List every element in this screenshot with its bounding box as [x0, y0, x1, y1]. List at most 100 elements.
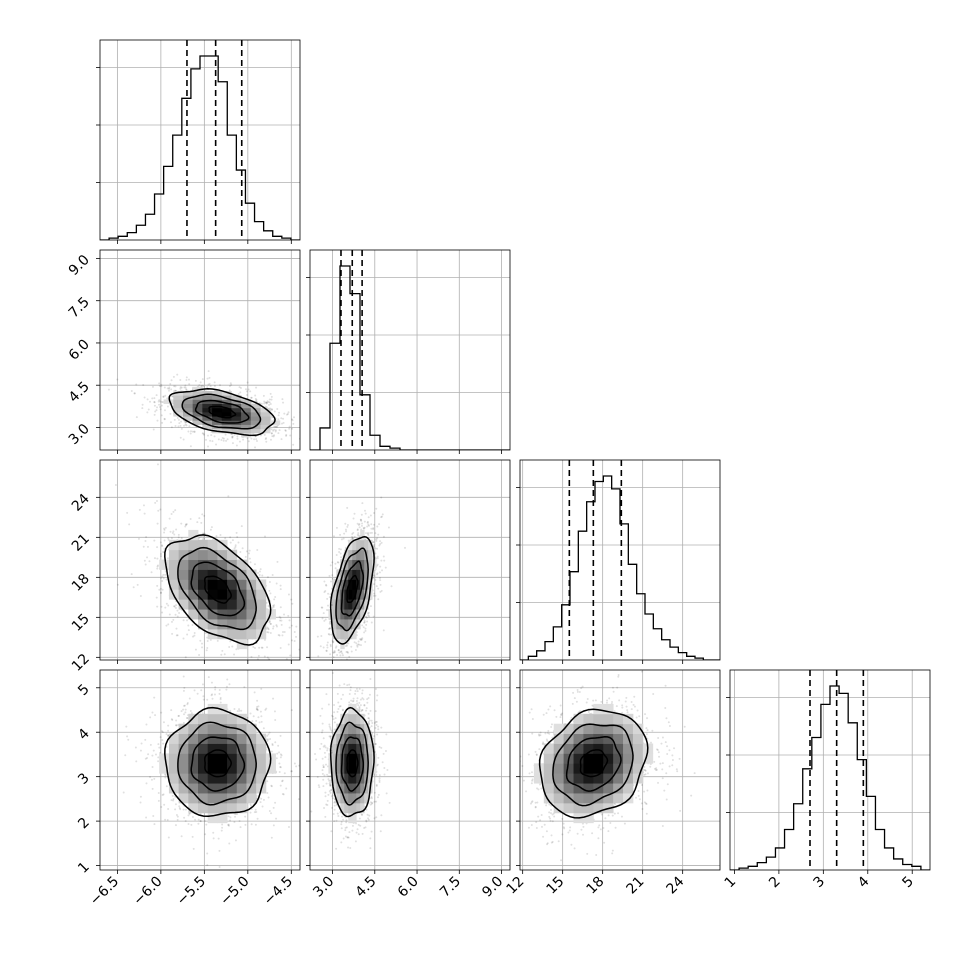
- scatter-point: [187, 629, 190, 632]
- scatter-point: [173, 418, 176, 421]
- scatter-point: [244, 555, 247, 558]
- scatter-point: [186, 717, 189, 720]
- scatter-point: [130, 390, 133, 393]
- density-cell: [348, 589, 353, 600]
- scatter-point: [184, 523, 187, 526]
- density-cell: [188, 559, 199, 570]
- density-cell: [231, 424, 242, 430]
- scatter-point: [160, 544, 163, 547]
- scatter-point: [173, 533, 176, 536]
- density-cell: [212, 420, 223, 425]
- scatter-point: [209, 638, 212, 641]
- scatter-point: [159, 555, 162, 558]
- scatter-point: [184, 421, 187, 424]
- scatter-point: [325, 584, 328, 587]
- scatter-point: [330, 633, 333, 636]
- scatter-point: [223, 653, 226, 656]
- scatter-point: [193, 430, 196, 433]
- scatter-point: [324, 694, 326, 696]
- scatter-point: [226, 438, 229, 441]
- panel-frame: [99, 249, 301, 451]
- scatter-point: [231, 435, 234, 438]
- scatter-point: [213, 381, 216, 384]
- scatter-point: [144, 539, 147, 542]
- scatter-point: [326, 644, 329, 647]
- scatter-point: [374, 552, 377, 555]
- scatter-point: [361, 624, 364, 627]
- scatter-point: [210, 667, 212, 669]
- scatter-point: [157, 509, 160, 512]
- scatter-point: [292, 422, 295, 425]
- density-cell: [188, 529, 199, 541]
- density-cell: [163, 399, 174, 405]
- scatter-point: [234, 815, 237, 818]
- scatter-point: [359, 638, 362, 641]
- scatter-point: [270, 408, 273, 411]
- scatter-point: [153, 404, 156, 407]
- scatter-point: [315, 661, 317, 663]
- scatter-point: [361, 502, 364, 505]
- contour-line: [194, 399, 250, 424]
- scatter-point: [257, 716, 260, 719]
- scatter-point: [174, 606, 177, 609]
- density-cell: [178, 589, 189, 600]
- density-cell: [246, 599, 257, 610]
- scatter-point: [357, 643, 360, 646]
- scatter-point: [253, 438, 256, 441]
- density-cell: [198, 599, 209, 610]
- density-cell: [192, 411, 203, 417]
- scatter-point: [114, 484, 117, 487]
- scatter-point: [273, 604, 276, 607]
- scatter-point: [354, 649, 357, 652]
- density-cell: [182, 416, 194, 421]
- panel-frame: [309, 249, 511, 451]
- density-cell: [207, 539, 218, 551]
- scatter-point: [279, 734, 282, 737]
- scatter-point: [161, 545, 164, 548]
- density-cell: [188, 569, 199, 580]
- scatter-point: [277, 432, 280, 435]
- scatter-point: [372, 615, 375, 618]
- scatter-point: [156, 605, 159, 608]
- density-cell: [336, 589, 341, 600]
- density-cell: [182, 391, 194, 396]
- scatter-point: [239, 386, 242, 389]
- density-cell: [173, 391, 184, 396]
- scatter-point: [175, 627, 178, 630]
- scatter-point: [145, 816, 148, 819]
- scatter-point: [329, 564, 332, 567]
- scatter-point: [161, 401, 164, 404]
- scatter-point: [372, 541, 375, 544]
- scatter-point: [363, 520, 366, 523]
- scatter-point: [240, 525, 243, 528]
- density-cell: [241, 416, 252, 421]
- scatter-point: [209, 385, 212, 388]
- density-cell: [336, 628, 341, 640]
- density-cell: [192, 391, 203, 396]
- scatter-point: [231, 435, 234, 438]
- scatter-point: [142, 383, 145, 386]
- density-cell: [207, 569, 218, 580]
- scatter-point: [271, 744, 274, 747]
- density-cell: [344, 579, 349, 590]
- scatter-point: [227, 668, 229, 670]
- scatter-point: [381, 569, 384, 572]
- scatter-point: [215, 443, 218, 446]
- scatter-point: [369, 514, 372, 517]
- panel-2-2: [516, 459, 721, 664]
- scatter-point: [236, 710, 239, 713]
- scatter-point: [188, 383, 191, 386]
- scatter-point: [272, 429, 275, 432]
- scatter-point: [280, 438, 283, 441]
- scatter-point: [325, 649, 328, 652]
- scatter-point: [281, 792, 284, 795]
- density-cell: [202, 407, 213, 413]
- scatter-point: [174, 425, 177, 428]
- density-cell: [202, 416, 213, 421]
- scatter-point: [222, 439, 225, 442]
- histogram-2: [520, 475, 720, 660]
- scatter-point: [250, 396, 253, 399]
- scatter-point: [276, 560, 279, 563]
- scatter-point: [288, 626, 291, 629]
